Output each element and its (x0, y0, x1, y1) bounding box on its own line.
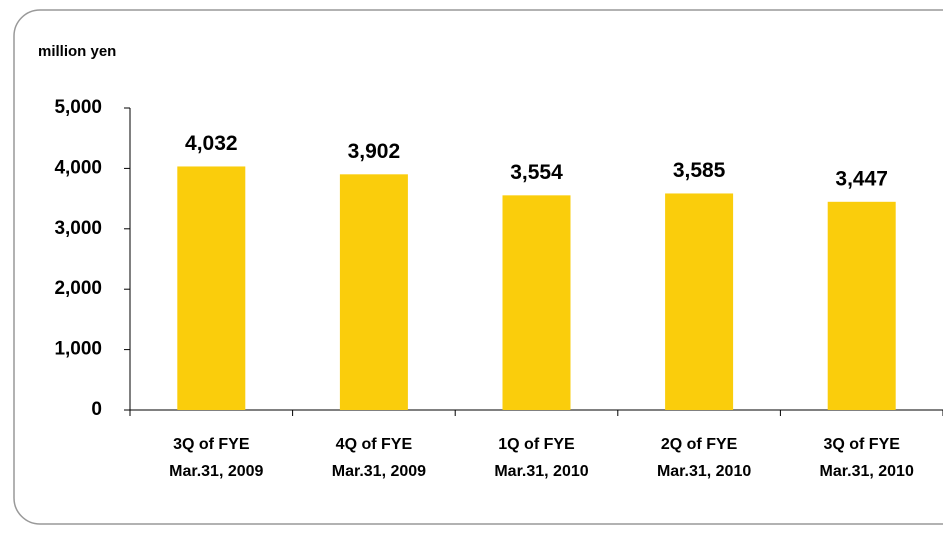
value-label: 3,554 (510, 161, 563, 184)
x-tick-label: 3Q of FYE (173, 436, 250, 453)
x-tick-label: Mar.31, 2010 (820, 463, 914, 480)
x-tick-label: Mar.31, 2009 (332, 463, 426, 480)
bar (827, 201, 896, 410)
y-tick-label: 5,000 (54, 97, 102, 118)
bar (502, 195, 571, 410)
value-label: 3,902 (348, 140, 401, 163)
x-tick-label: Mar.31, 2010 (494, 463, 588, 480)
x-tick-label: 3Q of FYE (823, 436, 900, 453)
x-tick-label: 1Q of FYE (498, 436, 575, 453)
x-tick-label: Mar.31, 2009 (169, 463, 263, 480)
y-tick-label: 1,000 (54, 339, 102, 360)
value-label: 3,447 (835, 167, 888, 190)
y-tick-label: 0 (91, 399, 102, 420)
bar (339, 174, 408, 410)
y-tick-label: 4,000 (54, 157, 102, 178)
value-label: 3,585 (673, 159, 726, 182)
value-label: 4,032 (185, 132, 238, 155)
x-tick-label: 2Q of FYE (661, 436, 738, 453)
chart-frame (13, 9, 943, 525)
y-tick-label: 3,000 (54, 218, 102, 239)
bar (177, 166, 246, 410)
y-axis-label: million yen (38, 43, 116, 60)
y-tick-label: 2,000 (54, 278, 102, 299)
x-tick-label: 4Q of FYE (336, 436, 413, 453)
x-tick-label: Mar.31, 2010 (657, 463, 751, 480)
bar (665, 193, 734, 410)
